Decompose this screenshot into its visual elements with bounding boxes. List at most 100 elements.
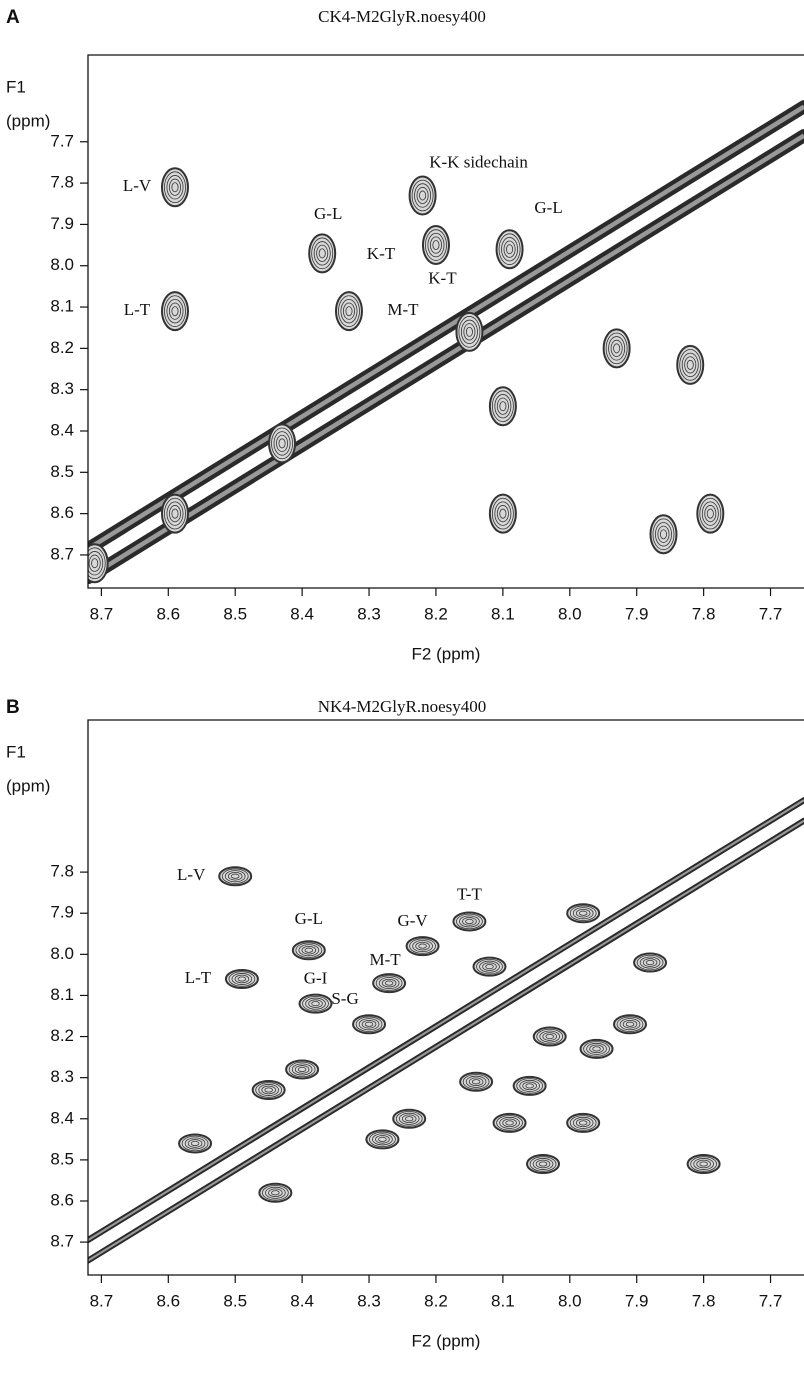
contour-ring bbox=[491, 497, 514, 530]
contour-ring bbox=[625, 1021, 635, 1027]
contour-ring bbox=[218, 866, 253, 887]
chart-title: CK4-M2GlyR.noesy400 bbox=[318, 7, 486, 26]
peak bbox=[495, 229, 524, 270]
contour-ring bbox=[316, 244, 329, 262]
contour-ring bbox=[340, 298, 358, 324]
contour-ring bbox=[384, 980, 394, 986]
contour-ring bbox=[352, 1014, 387, 1035]
peak bbox=[452, 911, 487, 932]
contour-ring bbox=[472, 956, 507, 977]
contour-ring bbox=[488, 493, 517, 534]
peak bbox=[472, 956, 507, 977]
peak-label: M-T bbox=[370, 950, 402, 969]
contour-ring bbox=[372, 973, 407, 994]
contour-ring bbox=[425, 229, 447, 261]
peak-label: K-K sidechain bbox=[429, 152, 528, 171]
peak bbox=[492, 1112, 527, 1133]
peak bbox=[392, 1108, 427, 1129]
contour-ring bbox=[262, 1185, 289, 1201]
contour-ring bbox=[613, 343, 621, 354]
contour-ring bbox=[372, 1133, 393, 1146]
contour-ring bbox=[471, 1079, 481, 1085]
peak bbox=[455, 311, 484, 352]
contour-ring bbox=[405, 936, 440, 957]
contour-ring bbox=[488, 386, 517, 427]
x-tick-label: 7.8 bbox=[692, 604, 716, 623]
contour-ring bbox=[395, 1111, 423, 1127]
contour-ring bbox=[304, 947, 314, 953]
contour-ring bbox=[494, 501, 512, 526]
contour-ring bbox=[633, 952, 668, 973]
contour-ring bbox=[506, 244, 514, 255]
contour-ring bbox=[592, 1046, 601, 1052]
contour-ring bbox=[492, 1112, 527, 1133]
contour-ring bbox=[298, 944, 320, 957]
y-tick-label: 8.0 bbox=[50, 255, 74, 274]
panel-letter: A bbox=[6, 7, 20, 28]
x-axis-label: F2 (ppm) bbox=[412, 644, 481, 663]
peak bbox=[251, 1080, 286, 1100]
contour-ring bbox=[569, 905, 597, 921]
contour-ring bbox=[404, 1116, 414, 1122]
peak-label: S-G bbox=[331, 989, 358, 1008]
contour-ring bbox=[187, 1139, 203, 1148]
contour-ring bbox=[465, 918, 474, 925]
chart-title: NK4-M2GlyR.noesy400 bbox=[318, 697, 487, 716]
peak bbox=[649, 514, 678, 555]
contour-ring bbox=[345, 306, 353, 317]
contour-ring bbox=[608, 336, 626, 361]
y-axis-label: (ppm) bbox=[6, 776, 50, 795]
contour-ring bbox=[265, 1186, 286, 1199]
contour-ring bbox=[181, 1135, 209, 1152]
contour-ring bbox=[532, 1158, 554, 1170]
contour-ring bbox=[427, 232, 445, 258]
contour-ring bbox=[415, 941, 430, 951]
peak-label: M-T bbox=[387, 300, 419, 319]
contour-ring bbox=[532, 1026, 567, 1047]
contour-ring bbox=[479, 960, 500, 973]
contour-ring bbox=[681, 352, 699, 378]
contour-ring bbox=[589, 1044, 604, 1054]
contour-ring bbox=[268, 423, 297, 464]
contour-ring bbox=[160, 291, 189, 332]
contour-ring bbox=[684, 356, 697, 374]
contour-ring bbox=[566, 1112, 601, 1133]
contour-ring bbox=[308, 233, 337, 274]
contour-ring bbox=[166, 298, 184, 324]
y-tick-label: 8.5 bbox=[50, 1149, 74, 1168]
contour-ring bbox=[375, 975, 403, 991]
contour-ring bbox=[572, 1116, 594, 1129]
x-tick-label: 8.6 bbox=[156, 1291, 180, 1310]
peak bbox=[218, 866, 253, 887]
contour-ring bbox=[463, 323, 476, 341]
peak bbox=[160, 291, 189, 332]
contour-ring bbox=[224, 969, 259, 989]
contour-ring bbox=[459, 1071, 494, 1092]
contour-ring bbox=[334, 291, 363, 332]
contour-ring bbox=[455, 311, 484, 352]
contour-ring bbox=[586, 1042, 607, 1055]
y-tick-label: 7.8 bbox=[50, 173, 74, 192]
contour-ring bbox=[566, 903, 601, 924]
contour-ring bbox=[502, 1118, 517, 1128]
contour-ring bbox=[411, 179, 434, 212]
x-tick-label: 8.2 bbox=[424, 604, 448, 623]
contour-ring bbox=[364, 1021, 374, 1027]
x-axis-label: F2 (ppm) bbox=[412, 1331, 481, 1350]
contour-ring bbox=[190, 1140, 200, 1147]
contour-ring bbox=[525, 1083, 534, 1089]
peak bbox=[676, 344, 705, 385]
contour-ring bbox=[160, 493, 189, 534]
contour-ring bbox=[458, 316, 481, 348]
diagonal-core bbox=[88, 819, 804, 1262]
contour-ring bbox=[462, 917, 477, 926]
contour-ring bbox=[178, 1133, 213, 1154]
peak-label: G-L bbox=[534, 198, 562, 217]
peak bbox=[334, 291, 363, 332]
contour-ring bbox=[237, 976, 247, 982]
contour-ring bbox=[271, 427, 293, 460]
x-tick-label: 8.0 bbox=[558, 604, 582, 623]
peak bbox=[408, 175, 437, 216]
contour-ring bbox=[512, 1075, 547, 1096]
contour-ring bbox=[381, 978, 397, 988]
